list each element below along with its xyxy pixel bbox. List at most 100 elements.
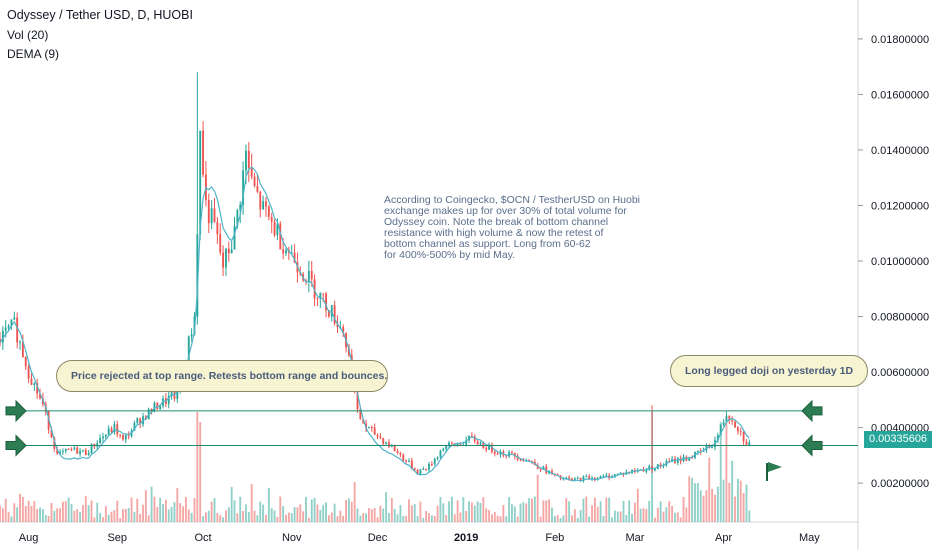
volume-bar bbox=[430, 515, 433, 522]
candle-body bbox=[279, 223, 282, 250]
candle-body bbox=[213, 208, 216, 223]
candle-body bbox=[676, 458, 679, 463]
candle-body bbox=[61, 451, 64, 453]
volume-bar bbox=[622, 501, 625, 522]
volume-bar bbox=[250, 484, 253, 522]
volume-bar bbox=[576, 517, 579, 522]
volume-bar bbox=[350, 501, 353, 522]
candle-body bbox=[373, 427, 376, 435]
volume-bar bbox=[99, 512, 102, 522]
volume-bar bbox=[428, 513, 430, 522]
candle-body bbox=[742, 432, 745, 442]
dema-indicator-label[interactable]: DEMA (9) bbox=[7, 47, 60, 61]
candle-body bbox=[322, 293, 325, 295]
volume-bar bbox=[193, 498, 196, 522]
volume-bar bbox=[362, 513, 365, 522]
volume-bar bbox=[96, 502, 99, 522]
volume-bar bbox=[13, 503, 16, 522]
candle-body bbox=[739, 431, 742, 433]
volume-bar bbox=[56, 508, 59, 522]
candle-body bbox=[734, 421, 736, 428]
volume-bar bbox=[725, 422, 728, 522]
candle-body bbox=[225, 248, 227, 268]
candle-body bbox=[222, 252, 225, 268]
volume-bar bbox=[736, 478, 739, 522]
volume-bar bbox=[508, 497, 511, 522]
volume-bar bbox=[596, 506, 599, 522]
volume-bar bbox=[156, 507, 159, 522]
volume-bar bbox=[473, 505, 476, 522]
candle-body bbox=[556, 474, 559, 476]
volume-bar bbox=[522, 502, 525, 522]
candle-body bbox=[316, 298, 319, 300]
candle-body bbox=[327, 310, 330, 317]
volume-bar bbox=[107, 514, 110, 522]
volume-bar bbox=[613, 510, 616, 522]
volume-indicator-label[interactable]: Vol (20) bbox=[7, 28, 49, 42]
volume-bar bbox=[542, 500, 545, 522]
volume-bar bbox=[139, 513, 142, 522]
candle-body bbox=[565, 477, 568, 479]
candle-body bbox=[202, 130, 204, 175]
flag-icon bbox=[768, 462, 782, 472]
candle-body bbox=[319, 293, 322, 299]
volume-bar bbox=[325, 502, 327, 522]
candle-body bbox=[402, 454, 405, 461]
candle-body bbox=[113, 424, 116, 433]
candle-body bbox=[593, 477, 596, 480]
volume-bar bbox=[419, 501, 422, 522]
candle-body bbox=[230, 249, 233, 254]
volume-bar bbox=[127, 508, 130, 522]
candle-body bbox=[7, 325, 10, 328]
candle-body bbox=[79, 450, 82, 454]
volume-bar bbox=[582, 498, 585, 522]
volume-bar bbox=[608, 497, 611, 522]
volume-bar bbox=[356, 508, 359, 522]
volume-bar bbox=[47, 516, 50, 522]
x-tick-label: Apr bbox=[715, 532, 732, 544]
volume-bar bbox=[124, 508, 127, 522]
volume-bar bbox=[679, 517, 682, 522]
candle-body bbox=[505, 455, 508, 457]
volume-bar bbox=[699, 490, 702, 522]
candle-body bbox=[150, 409, 153, 412]
candle-body bbox=[619, 472, 622, 474]
volume-bar bbox=[19, 493, 21, 522]
candle-body bbox=[176, 389, 179, 400]
volume-bar bbox=[27, 500, 30, 522]
volume-bar bbox=[84, 496, 87, 522]
volume-bar bbox=[410, 505, 413, 522]
volume-bar bbox=[173, 502, 176, 522]
volume-bar bbox=[511, 504, 513, 522]
candle-body bbox=[96, 443, 99, 447]
volume-bar bbox=[493, 511, 496, 522]
volume-bar bbox=[176, 487, 179, 522]
volume-bar bbox=[579, 510, 582, 522]
volume-bar bbox=[731, 460, 734, 522]
volume-bar bbox=[413, 504, 416, 522]
candle-body bbox=[59, 451, 61, 454]
candle-body bbox=[144, 416, 147, 420]
volume-bar bbox=[253, 510, 256, 522]
candle-body bbox=[36, 383, 39, 394]
volume-bar bbox=[365, 513, 368, 522]
volume-bar bbox=[496, 515, 499, 522]
candle-body bbox=[90, 443, 93, 453]
candle-body bbox=[722, 422, 725, 425]
candle-body bbox=[76, 447, 79, 454]
candle-body bbox=[21, 341, 24, 358]
candle-body bbox=[473, 436, 476, 442]
volume-bar bbox=[468, 501, 470, 522]
candle-body bbox=[10, 319, 13, 326]
volume-bar bbox=[347, 498, 350, 522]
volume-bar bbox=[714, 494, 716, 522]
candle-body bbox=[719, 424, 722, 436]
volume-bar bbox=[204, 512, 207, 522]
candle-body bbox=[267, 206, 270, 217]
volume-bar bbox=[41, 509, 44, 522]
candle-body bbox=[293, 252, 296, 263]
volume-bar bbox=[739, 480, 742, 522]
volume-bar bbox=[265, 514, 267, 522]
candle-body bbox=[24, 357, 27, 367]
